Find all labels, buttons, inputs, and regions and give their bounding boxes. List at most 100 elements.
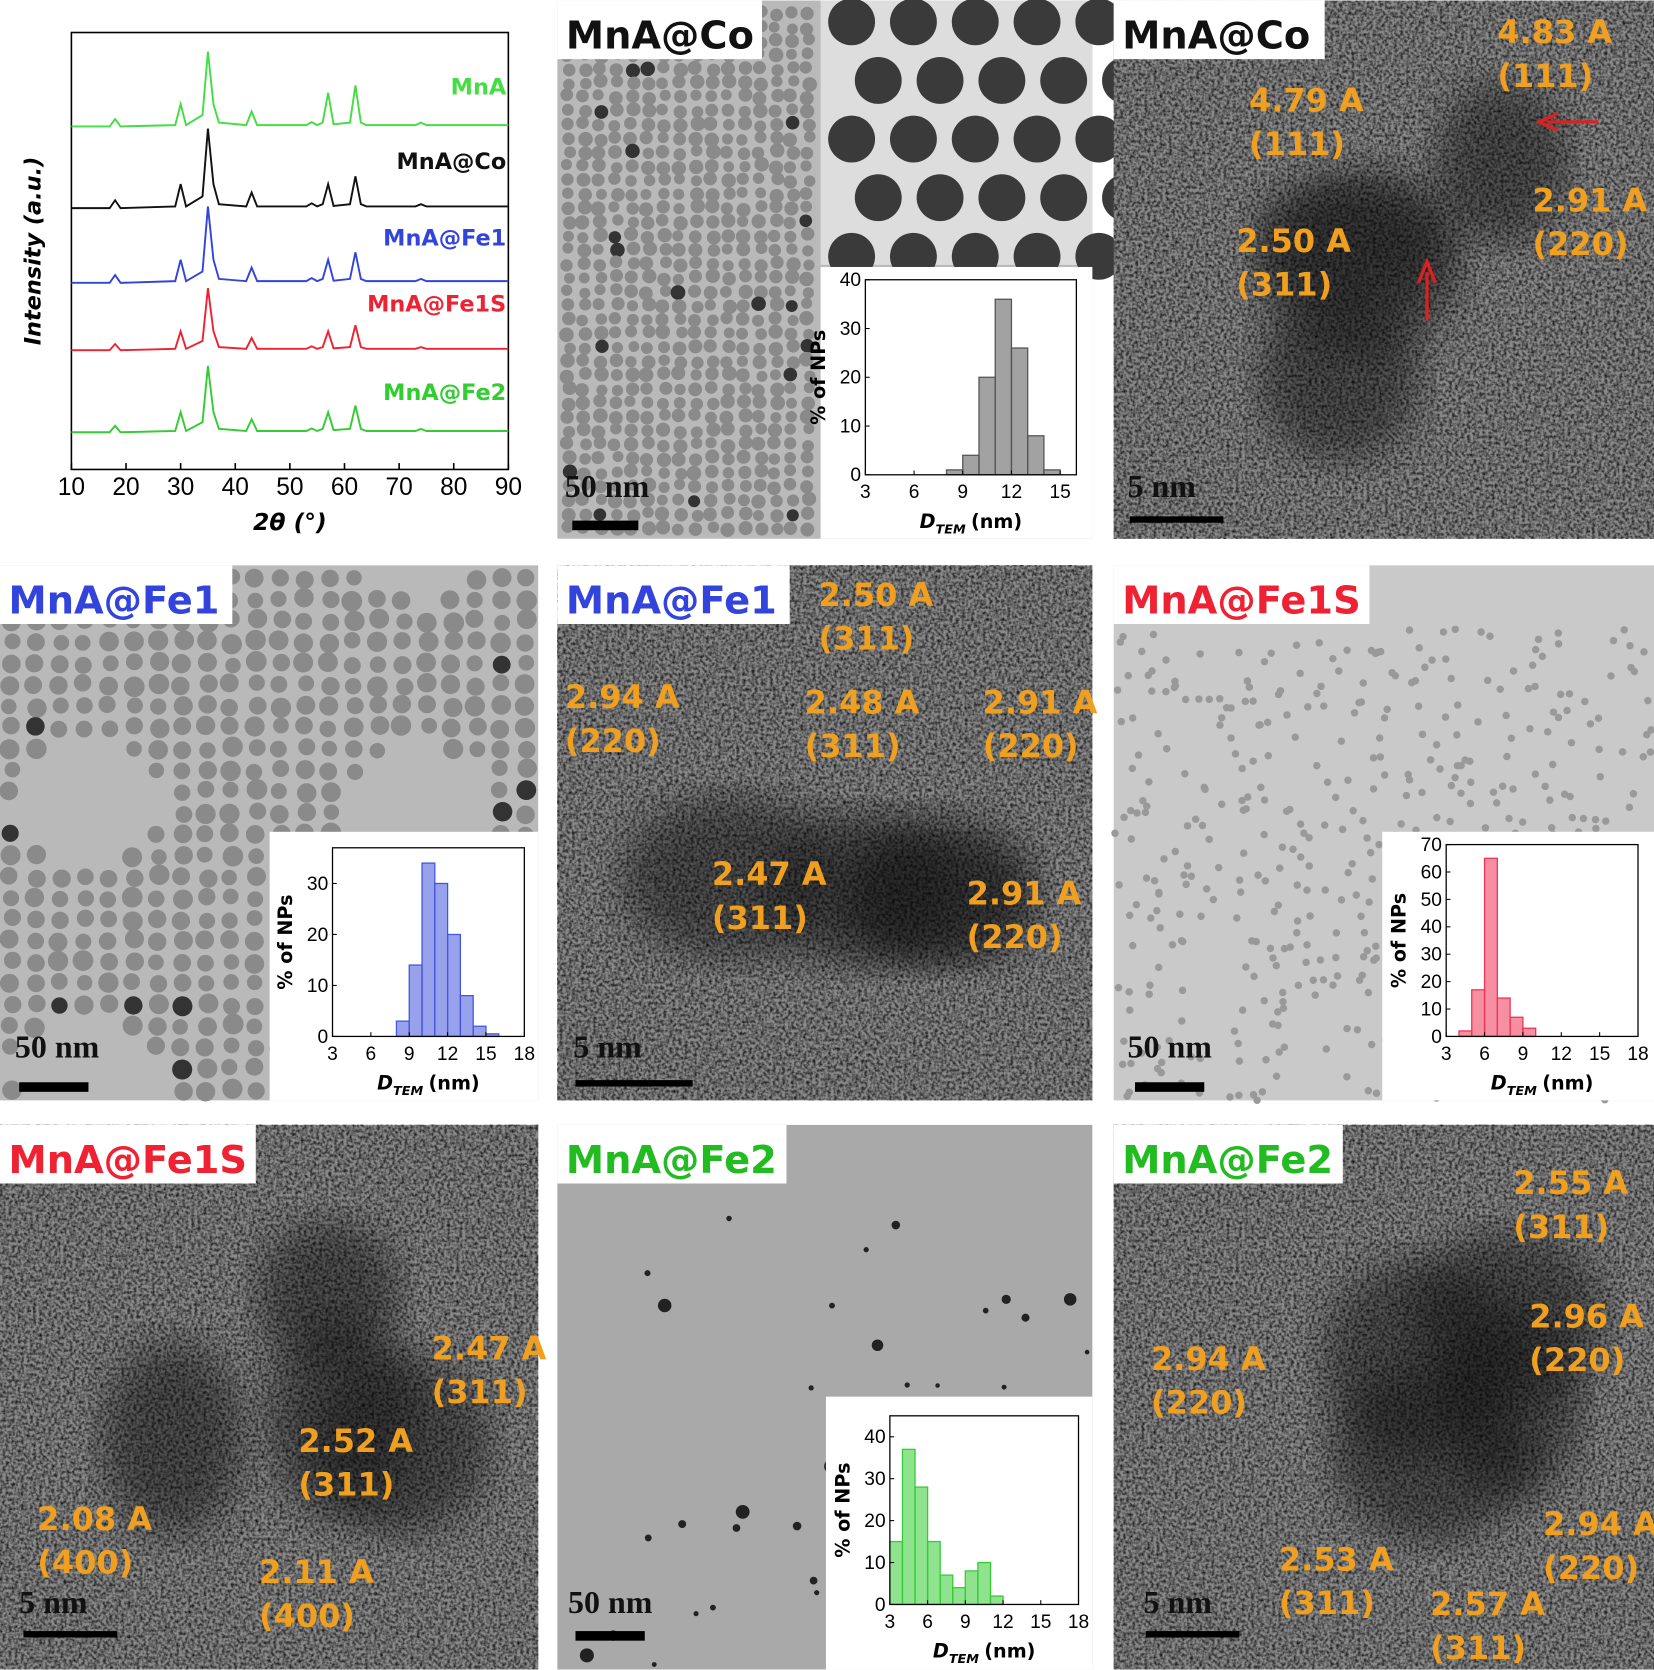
- particle: [641, 355, 656, 370]
- particle: [1181, 695, 1190, 704]
- panel-label: MnA@Fe1: [9, 578, 220, 623]
- particle: [1216, 695, 1224, 703]
- particle: [47, 950, 69, 972]
- particle: [1160, 855, 1168, 863]
- particle: [706, 230, 721, 245]
- y-tick-label: 10: [307, 976, 328, 997]
- x-tick-label: 20: [112, 474, 139, 501]
- particle: [755, 422, 768, 435]
- particle: [149, 864, 170, 886]
- particle: [626, 102, 641, 117]
- particle: [173, 696, 193, 716]
- particle: [1467, 778, 1475, 786]
- particle: [441, 654, 461, 674]
- particle: [198, 888, 216, 906]
- particle: [560, 159, 572, 171]
- particle: [1489, 788, 1498, 796]
- particle: [1375, 734, 1384, 742]
- particle: [1352, 891, 1361, 899]
- x-label-unit: (nm): [1542, 1072, 1593, 1095]
- particle: [723, 161, 735, 173]
- y-tick-label: 0: [1431, 1027, 1442, 1048]
- particle: [26, 717, 45, 736]
- lattice-annotation: 2.53 A: [1279, 1540, 1394, 1578]
- lattice-annotation: (311): [1513, 1208, 1609, 1246]
- particle: [1243, 677, 1252, 685]
- particle: [678, 1520, 687, 1529]
- particle: [770, 143, 785, 158]
- particle: [674, 173, 685, 185]
- histogram-bar: [914, 1486, 929, 1606]
- particle: [1197, 912, 1205, 920]
- particle: [755, 242, 768, 255]
- particle: [1273, 1008, 1282, 1016]
- particle: [575, 383, 589, 397]
- histogram-bar: [989, 1595, 1004, 1606]
- x-tick-label: 3: [327, 1044, 338, 1065]
- particle: [770, 494, 783, 508]
- particle: [443, 612, 465, 634]
- particle: [719, 286, 732, 298]
- particle: [738, 75, 753, 90]
- particle: [808, 1385, 814, 1391]
- particle: [1286, 943, 1294, 951]
- particle: [1239, 849, 1248, 857]
- particle: [594, 133, 608, 147]
- particle: [575, 215, 590, 230]
- particle: [1238, 764, 1246, 773]
- particle: [1363, 947, 1371, 955]
- particle: [674, 383, 686, 396]
- particle: [660, 256, 672, 269]
- particle: [175, 806, 193, 823]
- particle: [736, 134, 748, 146]
- particle: [752, 61, 766, 75]
- arrow: [1534, 112, 1599, 133]
- particle: [625, 63, 641, 78]
- particle: [1304, 703, 1312, 711]
- particle: [1257, 783, 1265, 792]
- particle: [564, 272, 575, 284]
- x-tick-label: 18: [514, 1044, 535, 1065]
- inset-particle: [1075, 115, 1123, 163]
- particle: [623, 226, 639, 241]
- particle: [735, 1504, 750, 1519]
- particle: [703, 507, 717, 522]
- particle: [72, 950, 94, 971]
- particle: [720, 311, 733, 325]
- particle: [721, 243, 733, 255]
- particle: [245, 825, 265, 844]
- particle: [594, 105, 609, 119]
- particle: [753, 103, 768, 119]
- particle: [767, 481, 781, 496]
- particle: [688, 269, 702, 283]
- particle: [1369, 754, 1378, 762]
- micrograph: MnA@Co 5 nm 4.83 A (111) 4.79 A (111) 2.91 A (2…: [1113, 0, 1654, 539]
- particle: [1554, 629, 1563, 637]
- particle: [1639, 753, 1648, 761]
- particle: [1227, 734, 1235, 742]
- particle: [611, 466, 623, 478]
- particle: [721, 73, 737, 89]
- particle: [579, 63, 593, 77]
- particle: [1128, 714, 1137, 722]
- particle: [1162, 745, 1171, 753]
- particle: [1466, 799, 1475, 808]
- particle: [756, 370, 768, 382]
- particle: [1260, 657, 1269, 666]
- x-tick-label: 70: [385, 474, 412, 501]
- particle: [579, 1648, 594, 1663]
- particle: [736, 342, 750, 356]
- particle: [706, 215, 720, 229]
- particle: [592, 89, 604, 101]
- particle: [100, 994, 119, 1013]
- scale-bar-label: 5 nm: [573, 1030, 642, 1065]
- particle: [123, 676, 145, 698]
- lattice-annotation: (311): [712, 899, 808, 937]
- particle: [655, 520, 671, 535]
- particle: [1214, 863, 1223, 872]
- inset-particle: [978, 57, 1026, 104]
- particle: [490, 632, 511, 654]
- particle: [704, 159, 719, 173]
- particle: [396, 613, 413, 630]
- particle: [1181, 770, 1189, 778]
